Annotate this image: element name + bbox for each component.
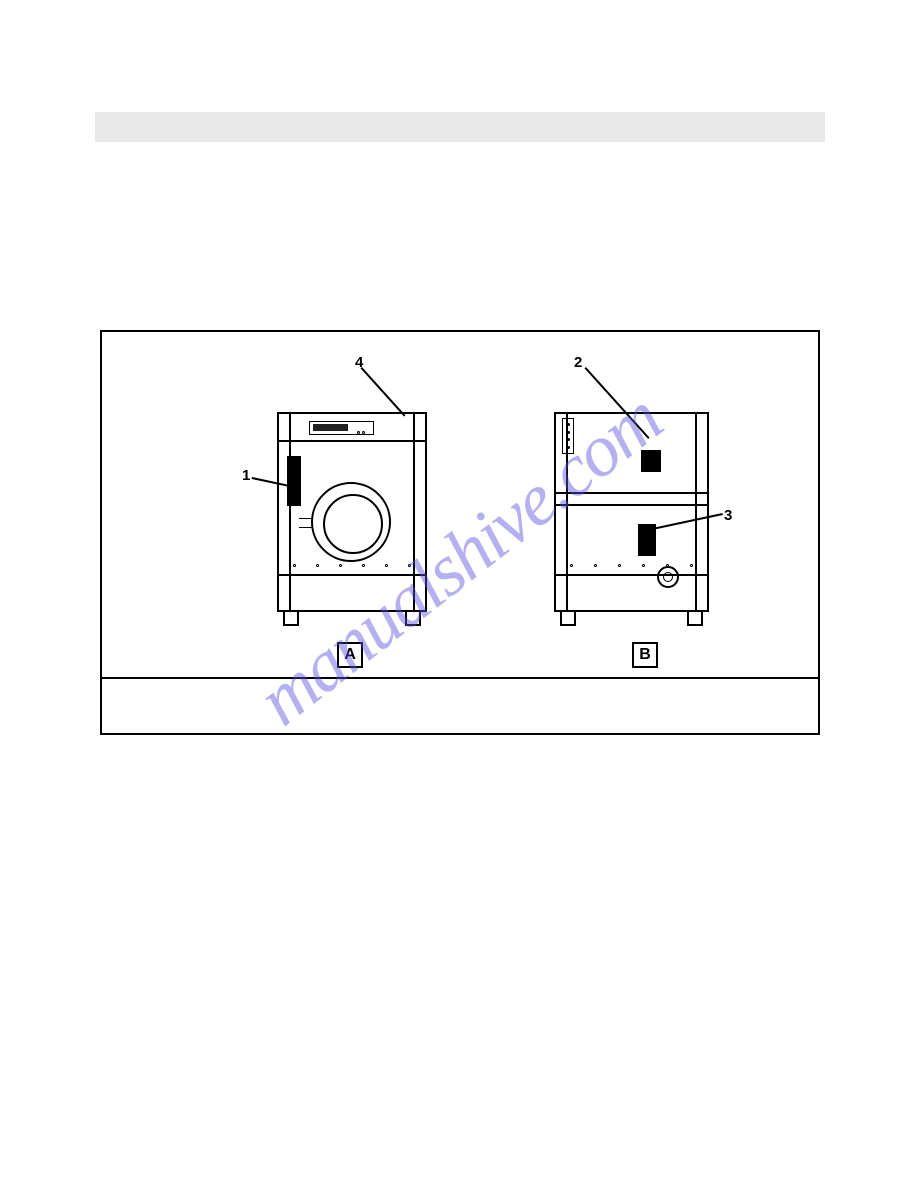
frame-post-right-b (695, 414, 697, 610)
base-bolts-a (293, 564, 411, 568)
rear-mid-line (556, 504, 707, 506)
base-line-a (279, 574, 425, 576)
nameplate-rear-upper (641, 450, 661, 472)
foot-left-b (560, 610, 576, 626)
rear-upper-panel (556, 414, 707, 494)
rear-terminal-block (562, 418, 574, 454)
door-hinge (299, 518, 313, 528)
caption-area (102, 677, 818, 737)
control-knobs (357, 431, 369, 435)
header-bar (95, 112, 825, 142)
view-label-a: A (337, 642, 363, 668)
door-outer-ring (311, 482, 391, 562)
frame-post-left-a (289, 414, 291, 610)
callout-1: 1 (242, 467, 250, 484)
base-bolts-b (570, 564, 693, 568)
callout-3: 3 (724, 507, 732, 524)
door-inner-ring (323, 494, 383, 554)
control-panel (309, 421, 374, 435)
leader-4 (361, 367, 406, 416)
drain-port (657, 566, 679, 588)
callout-2: 2 (574, 354, 582, 371)
nameplate-front (287, 456, 301, 506)
frame-post-left-b (566, 414, 568, 610)
machine-front-view (277, 412, 427, 612)
view-label-b: B (632, 642, 658, 668)
foot-right-b (687, 610, 703, 626)
diagram-area: 1 2 3 4 A B (102, 332, 818, 677)
foot-right-a (405, 610, 421, 626)
foot-left-a (283, 610, 299, 626)
top-panel-front (279, 414, 425, 442)
frame-post-right-a (413, 414, 415, 610)
control-display (313, 424, 348, 431)
figure-frame: 1 2 3 4 A B (100, 330, 820, 735)
base-line-b (556, 574, 707, 576)
machine-rear-view (554, 412, 709, 612)
